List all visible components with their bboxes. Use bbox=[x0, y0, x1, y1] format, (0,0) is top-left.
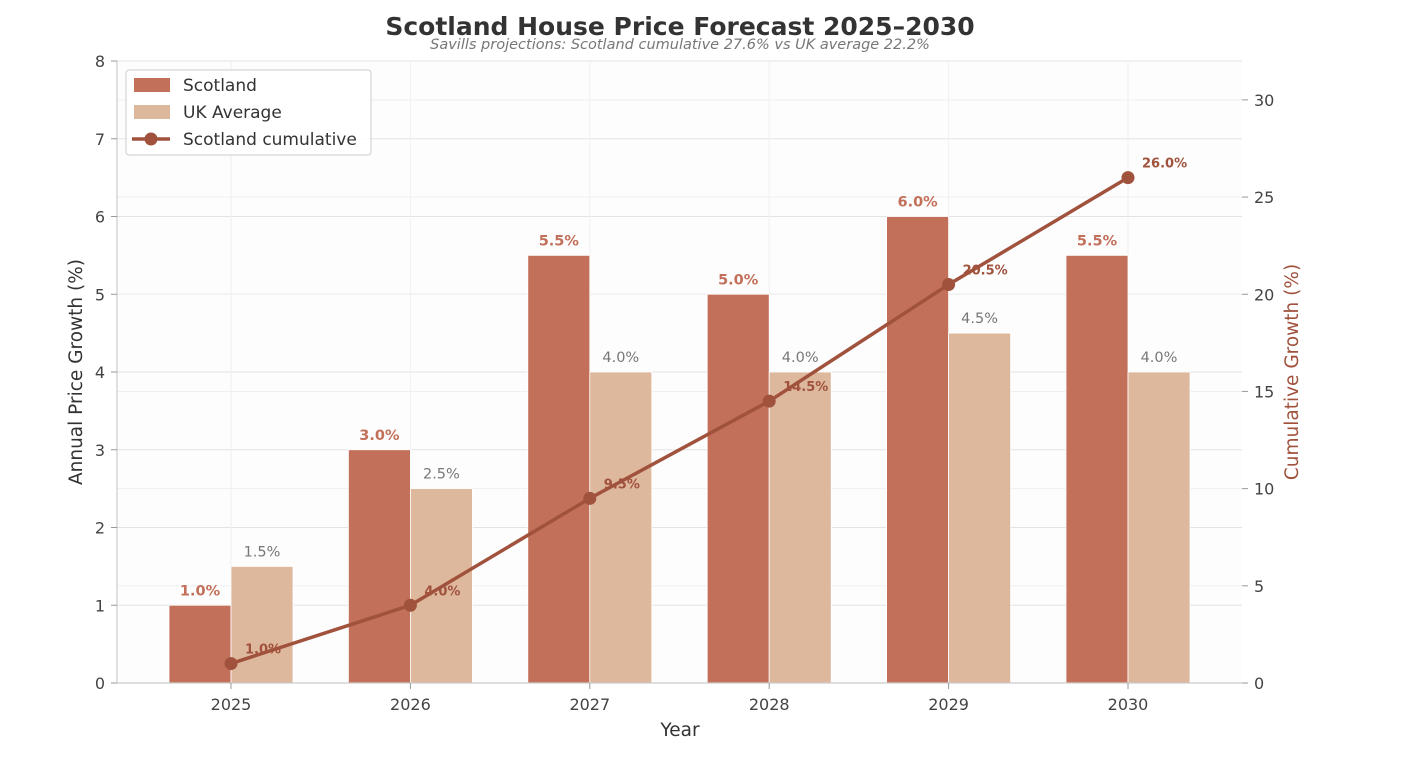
y-tick-label: 7 bbox=[95, 130, 105, 149]
x-tick-label: 2026 bbox=[390, 695, 431, 714]
legend-box bbox=[125, 69, 372, 156]
bar-scotland bbox=[706, 293, 770, 684]
y2-tick-label: 25 bbox=[1254, 188, 1274, 207]
bars bbox=[168, 216, 1191, 684]
y-tick-label: 2 bbox=[95, 519, 105, 538]
cumulative-value-label: 9.5% bbox=[604, 477, 640, 492]
x-tick-label: 2029 bbox=[928, 695, 969, 714]
bar-uk-average bbox=[230, 565, 294, 684]
y-tick-label: 8 bbox=[95, 52, 105, 71]
cumulative-value-label: 14.5% bbox=[783, 380, 828, 395]
y-tick-label: 5 bbox=[95, 285, 105, 304]
y2-tick-label: 5 bbox=[1254, 577, 1264, 596]
legend-label-uk-average: UK Average bbox=[183, 103, 282, 123]
y2-tick-label: 15 bbox=[1254, 382, 1274, 401]
x-tick-label: 2027 bbox=[569, 695, 610, 714]
legend-label-cumulative: Scotland cumulative bbox=[183, 130, 357, 150]
bar-value-label-uk-average: 4.0% bbox=[602, 350, 639, 366]
bar-uk-average bbox=[1127, 371, 1191, 684]
legend: Scotland UK Average Scotland cumulative bbox=[125, 69, 372, 156]
cumulative-line bbox=[224, 171, 1135, 671]
bar-uk-average bbox=[768, 371, 832, 684]
y2-tick-label: 0 bbox=[1254, 674, 1264, 693]
cumulative-point bbox=[224, 657, 238, 671]
y-tick-label: 3 bbox=[95, 441, 105, 460]
legend-swatch-uk-average bbox=[134, 105, 170, 119]
bar-value-label-scotland: 5.5% bbox=[1077, 233, 1118, 249]
bar-uk-average bbox=[948, 332, 1011, 684]
cumulative-value-label: 20.5% bbox=[963, 264, 1008, 279]
cumulative-point bbox=[583, 491, 597, 505]
bar-scotland bbox=[347, 449, 411, 684]
bar-value-label-scotland: 3.0% bbox=[359, 428, 400, 444]
y-tick-label: 0 bbox=[95, 674, 105, 693]
data-labels: 1.0% 3.0% 5.5% 5.0% 6.0% 5.5% 1.5% 2.5% 4.0% 4.0%… bbox=[180, 157, 1187, 658]
chart-title: Scotland House Price Forecast 2025–2030 bbox=[385, 12, 974, 41]
legend-swatch-scotland bbox=[134, 78, 170, 92]
cumulative-point bbox=[1121, 171, 1135, 185]
cumulative-series-line bbox=[230, 176, 1129, 666]
cumulative-value-label: 26.0% bbox=[1142, 157, 1187, 172]
bar-scotland bbox=[527, 254, 591, 684]
y-tick-label: 1 bbox=[95, 596, 105, 615]
bar-value-label-scotland: 1.0% bbox=[180, 583, 221, 599]
cumulative-point bbox=[942, 278, 956, 292]
y-axis-label: Annual Price Growth (%) bbox=[66, 259, 87, 485]
bar-value-label-uk-average: 2.5% bbox=[423, 467, 460, 483]
x-tick-label: 2025 bbox=[211, 695, 252, 714]
y-tick-label: 4 bbox=[95, 363, 105, 382]
cumulative-value-label: 4.0% bbox=[424, 584, 460, 599]
cumulative-value-label: 1.0% bbox=[245, 643, 281, 658]
legend-marker-cumulative bbox=[144, 132, 158, 146]
y2-axis-label: Cumulative Growth (%) bbox=[1282, 264, 1303, 480]
bar-scotland bbox=[168, 604, 232, 684]
cumulative-point bbox=[403, 598, 417, 612]
chart-subtitle: Savills projections: Scotland cumulative… bbox=[430, 37, 930, 53]
bar-value-label-uk-average: 4.0% bbox=[1141, 350, 1178, 366]
x-axis-label: Year bbox=[659, 720, 700, 741]
bar-value-label-scotland: 6.0% bbox=[897, 195, 938, 211]
x-tick-label: 2030 bbox=[1108, 695, 1149, 714]
bar-uk-average bbox=[589, 371, 653, 684]
bar-value-label-scotland: 5.5% bbox=[539, 233, 580, 249]
y-tick-label: 6 bbox=[95, 208, 105, 227]
bar-scotland bbox=[1065, 254, 1129, 684]
cumulative-point bbox=[762, 394, 776, 408]
bar-value-label-uk-average: 1.5% bbox=[244, 544, 281, 560]
y2-tick-label: 10 bbox=[1254, 480, 1274, 499]
bar-scotland bbox=[886, 216, 949, 684]
y2-tick-label: 20 bbox=[1254, 285, 1274, 304]
bar-value-label-uk-average: 4.5% bbox=[961, 311, 998, 327]
x-tick-label: 2028 bbox=[749, 695, 790, 714]
bar-value-label-scotland: 5.0% bbox=[718, 272, 759, 288]
bar-value-label-uk-average: 4.0% bbox=[782, 350, 819, 366]
legend-label-scotland: Scotland bbox=[183, 76, 257, 96]
y2-tick-label: 30 bbox=[1254, 91, 1274, 110]
